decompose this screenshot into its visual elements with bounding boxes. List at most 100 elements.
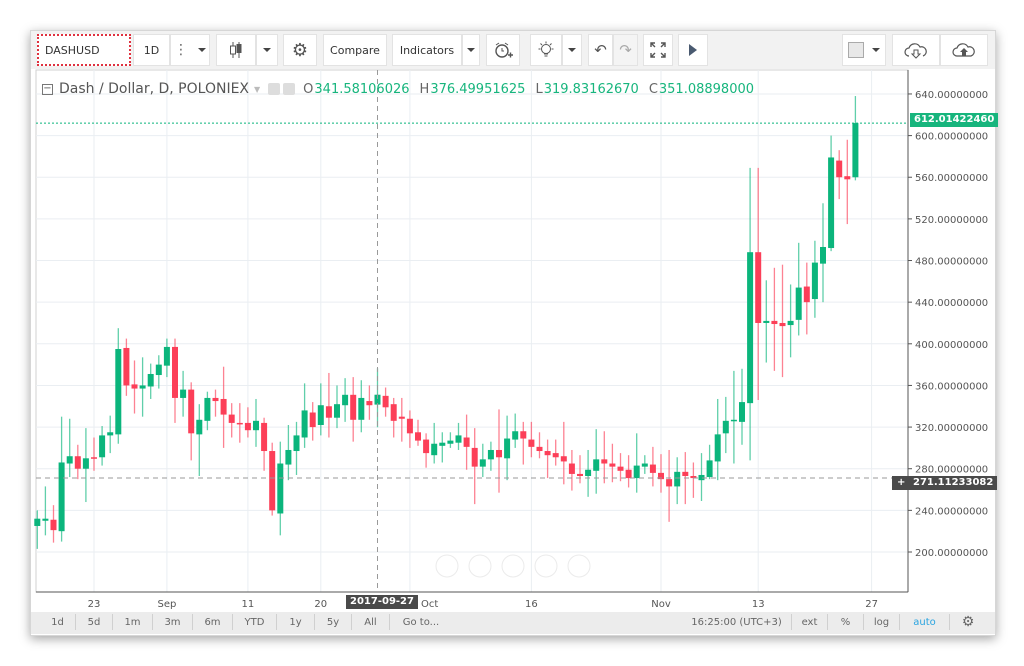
interval-menu-button[interactable]: ⋮	[170, 34, 210, 66]
crosshair-plus-button[interactable]: +	[892, 476, 911, 490]
settings-button[interactable]: ⚙	[283, 34, 317, 66]
cloud-download-icon	[904, 43, 927, 59]
candle-up	[34, 518, 41, 526]
background-color-button[interactable]	[842, 34, 886, 66]
range-all[interactable]: All	[352, 614, 390, 630]
series-title[interactable]: Dash / Dollar, D, POLONIEX	[59, 81, 250, 97]
candle-up	[479, 459, 486, 467]
minus-icon[interactable]	[468, 554, 492, 578]
close-value: 351.08898000	[658, 81, 755, 97]
ideas-button[interactable]	[530, 34, 562, 66]
candle-down	[50, 519, 57, 531]
candle-up	[698, 474, 705, 481]
candle-up	[828, 157, 835, 249]
log-toggle[interactable]: log	[864, 614, 900, 630]
candle-down	[836, 160, 843, 178]
indicators-button[interactable]: Indicators	[392, 34, 462, 66]
goto-date-button[interactable]: Go to...	[402, 616, 440, 628]
eye-icon[interactable]	[268, 83, 281, 95]
chevron-down-icon[interactable]: ▼	[254, 84, 261, 94]
candle-down	[228, 414, 235, 423]
candle-up	[593, 459, 600, 471]
candle-down	[366, 401, 373, 406]
chart-type-dropdown[interactable]	[256, 34, 278, 66]
candle-up	[342, 394, 349, 406]
redo-button[interactable]: ↷	[613, 34, 638, 66]
range-1y[interactable]: 1y	[277, 614, 315, 630]
gear-icon: ⚙	[291, 39, 309, 61]
compare-button[interactable]: Compare	[323, 34, 387, 66]
candle-down	[528, 439, 535, 447]
collapse-icon[interactable]: −	[42, 83, 53, 95]
plus-icon[interactable]	[534, 554, 558, 578]
indicators-dropdown[interactable]	[462, 34, 480, 66]
x-tick-label: 11	[242, 599, 255, 610]
candle-down	[803, 286, 810, 303]
candle-down	[390, 404, 397, 421]
range-1m[interactable]: 1m	[113, 614, 153, 630]
candle-up	[277, 463, 284, 514]
candle-down	[123, 347, 130, 386]
undo-button[interactable]: ↶	[588, 34, 613, 66]
candle-up	[641, 463, 648, 467]
series-legend: − Dash / Dollar, D, POLONIEX ▼ O 341.5810…	[42, 80, 764, 98]
range-1d[interactable]: 1d	[40, 614, 76, 630]
ideas-dropdown[interactable]	[562, 34, 582, 66]
candle-down	[382, 395, 389, 408]
zoom-out-icon[interactable]	[435, 554, 459, 578]
x-tick-label: Nov	[651, 599, 671, 610]
candle-down	[91, 457, 97, 459]
alert-button[interactable]	[486, 34, 520, 66]
chart-type-button[interactable]	[216, 34, 256, 66]
fullscreen-icon	[650, 42, 666, 58]
candle-up	[747, 252, 754, 404]
close-label: C	[648, 81, 658, 97]
candle-up	[147, 373, 154, 387]
play-button[interactable]	[678, 34, 708, 66]
bottom-settings-button[interactable]: ⚙	[950, 614, 986, 630]
range-3m[interactable]: 3m	[153, 614, 193, 630]
scroll-right-icon[interactable]	[567, 554, 591, 578]
low-label: L	[535, 81, 543, 97]
x-tick-label: Oct	[421, 599, 438, 610]
candle-down	[261, 422, 268, 452]
load-chart-button[interactable]	[892, 34, 940, 66]
candle-up	[82, 458, 89, 469]
save-chart-button[interactable]	[940, 34, 988, 66]
x-tick-label: 20	[314, 599, 327, 610]
alarm-clock-plus-icon	[495, 42, 513, 58]
last-price-label: 612.01422460	[910, 113, 999, 127]
range-6m[interactable]: 6m	[193, 614, 233, 630]
interval-button[interactable]: 1D	[133, 34, 170, 66]
gear-icon[interactable]	[283, 83, 296, 95]
ext-toggle[interactable]: ext	[792, 614, 828, 630]
candle-down	[496, 449, 502, 458]
y-tick-label: 560.00000000	[915, 173, 988, 184]
candle-up	[374, 394, 381, 405]
candle-down	[406, 418, 413, 434]
candle-up	[795, 287, 802, 320]
candle-down	[463, 437, 470, 447]
lightbulb-icon	[538, 41, 554, 57]
percent-toggle[interactable]: %	[828, 614, 864, 630]
range-5d[interactable]: 5d	[76, 614, 113, 630]
candle-down	[755, 252, 762, 323]
candle-up	[487, 449, 494, 460]
candle-up	[512, 431, 519, 440]
auto-toggle[interactable]: auto	[900, 614, 950, 630]
candle-up	[107, 432, 114, 436]
time-zone-button[interactable]: 16:25:00 (UTC+3)	[682, 614, 792, 630]
reset-icon[interactable]	[501, 554, 525, 578]
candle-up	[66, 456, 73, 464]
candle-down	[269, 451, 276, 511]
candle-up	[115, 349, 122, 435]
range-5y[interactable]: 5y	[315, 614, 352, 630]
more-dots-icon: ⋮	[174, 42, 188, 58]
candle-down	[423, 439, 430, 454]
fullscreen-button[interactable]	[643, 34, 673, 66]
candle-down	[244, 422, 251, 431]
symbol-input[interactable]: DASHUSD	[37, 34, 131, 66]
range-ytd[interactable]: YTD	[233, 614, 277, 630]
candle-up	[334, 404, 340, 418]
